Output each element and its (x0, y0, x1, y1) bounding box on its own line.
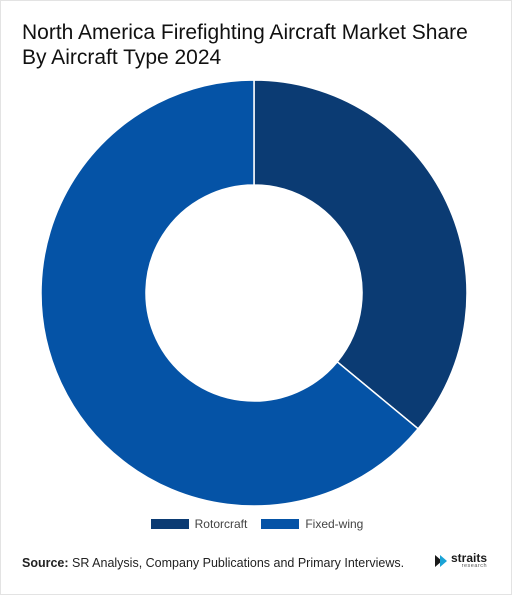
logo-sub: research (461, 563, 488, 569)
donut-slice-fixed-wing (40, 79, 420, 507)
donut-slice-rotorcraft (253, 79, 468, 430)
source-label: Source: (22, 556, 69, 570)
straits-logo: straits research (434, 552, 487, 570)
source-text: SR Analysis, Company Publications and Pr… (68, 556, 405, 570)
legend-label-rotorcraft: Rotorcraft (194, 517, 248, 531)
logo-mark-icon (435, 554, 447, 567)
donut-slices (40, 79, 468, 507)
legend-label-fixed-wing: Fixed-wing (305, 517, 364, 531)
source-note: Source: SR Analysis, Company Publication… (22, 556, 404, 570)
legend-swatch-fixed-wing (261, 519, 300, 529)
legend-item-fixed-wing: Fixed-wing (261, 517, 363, 531)
chart-title: North America Firefighting Aircraft Mark… (22, 21, 468, 69)
chart-legend: Rotorcraft Fixed-wing (0, 517, 514, 531)
logo-name: straits (451, 551, 488, 565)
legend-swatch-rotorcraft (150, 519, 189, 529)
legend-item-rotorcraft: Rotorcraft (150, 517, 248, 531)
